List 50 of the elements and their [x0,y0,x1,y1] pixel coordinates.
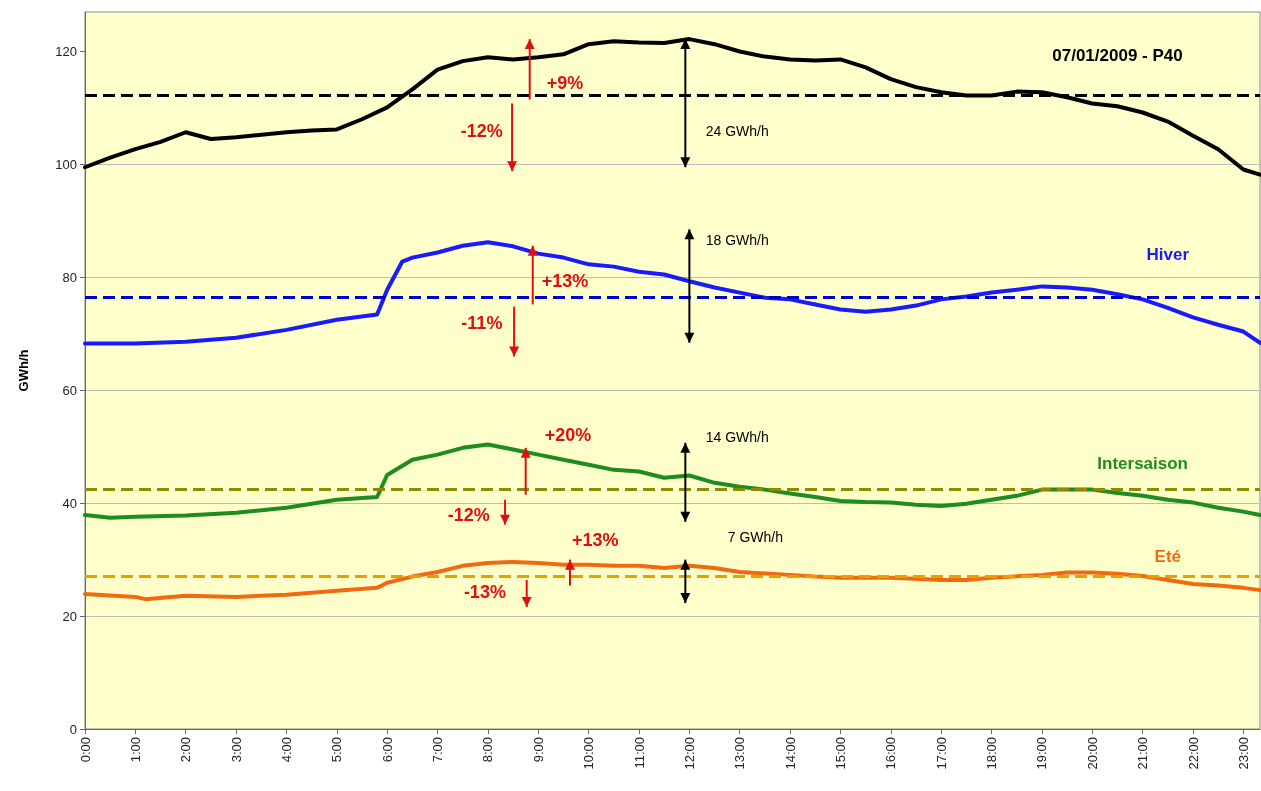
series-label: Intersaison [1097,454,1188,474]
x-tick-label: 22:00 [1185,737,1201,770]
annotation: 7 GWh/h [727,529,783,546]
y-tick-label: 20 [62,608,77,624]
x-tick-label: 23:00 [1235,737,1251,770]
x-tick-label: 7:00 [430,737,446,763]
x-tick-label: 1:00 [127,737,143,763]
y-tick-label: 60 [62,382,77,398]
annotation: 24 GWh/h [705,123,769,140]
x-tick-label: 15:00 [832,737,848,770]
x-tick-label: 20:00 [1084,737,1100,770]
x-tick-label: 18:00 [984,737,1000,770]
annotation: +13% [571,529,619,550]
x-tick-label: 14:00 [782,737,798,770]
annotation: 18 GWh/h [705,231,769,248]
annotation: +13% [541,270,589,291]
x-tick-label: 8:00 [480,737,496,763]
series-label: 07/01/2009 - P40 [1052,45,1183,65]
y-axis-title: GWh/h [16,349,31,392]
x-tick-label: 12:00 [681,737,697,770]
annotation: -13% [463,581,506,602]
y-tick-label: 120 [55,44,77,60]
y-tick-label: 100 [55,156,77,172]
x-tick-label: 0:00 [77,737,93,763]
x-tick-label: 17:00 [933,737,949,770]
y-tick-label: 40 [62,495,77,511]
text: Hiver [1146,245,1190,265]
x-tick-label: 10:00 [581,737,597,770]
x-tick-label: 5:00 [329,737,345,763]
x-tick-label: 6:00 [379,737,395,763]
annotation: 14 GWh/h [705,428,769,445]
x-tick-label: 13:00 [732,737,748,770]
line-series [83,37,1261,177]
x-tick-label: 9:00 [530,737,546,763]
x-tick-label: 19:00 [1034,737,1050,770]
annotation: -12% [447,505,490,526]
line-series [83,442,1261,520]
x-tick-label: 11:00 [631,737,647,769]
annotation: -12% [460,120,503,141]
x-tick-label: 16:00 [883,737,899,770]
x-tick-label: 3:00 [228,737,244,763]
annotation: +9% [546,73,584,94]
series-label: Eté [1154,547,1182,567]
x-tick-label: 2:00 [178,737,194,763]
x-tick-label: 21:00 [1135,737,1151,770]
annotation: +20% [544,424,592,445]
y-tick-label: 80 [62,269,77,285]
y-tick-label: 0 [69,721,77,737]
x-tick-label: 4:00 [278,737,294,763]
annotation: -11% [461,312,503,333]
